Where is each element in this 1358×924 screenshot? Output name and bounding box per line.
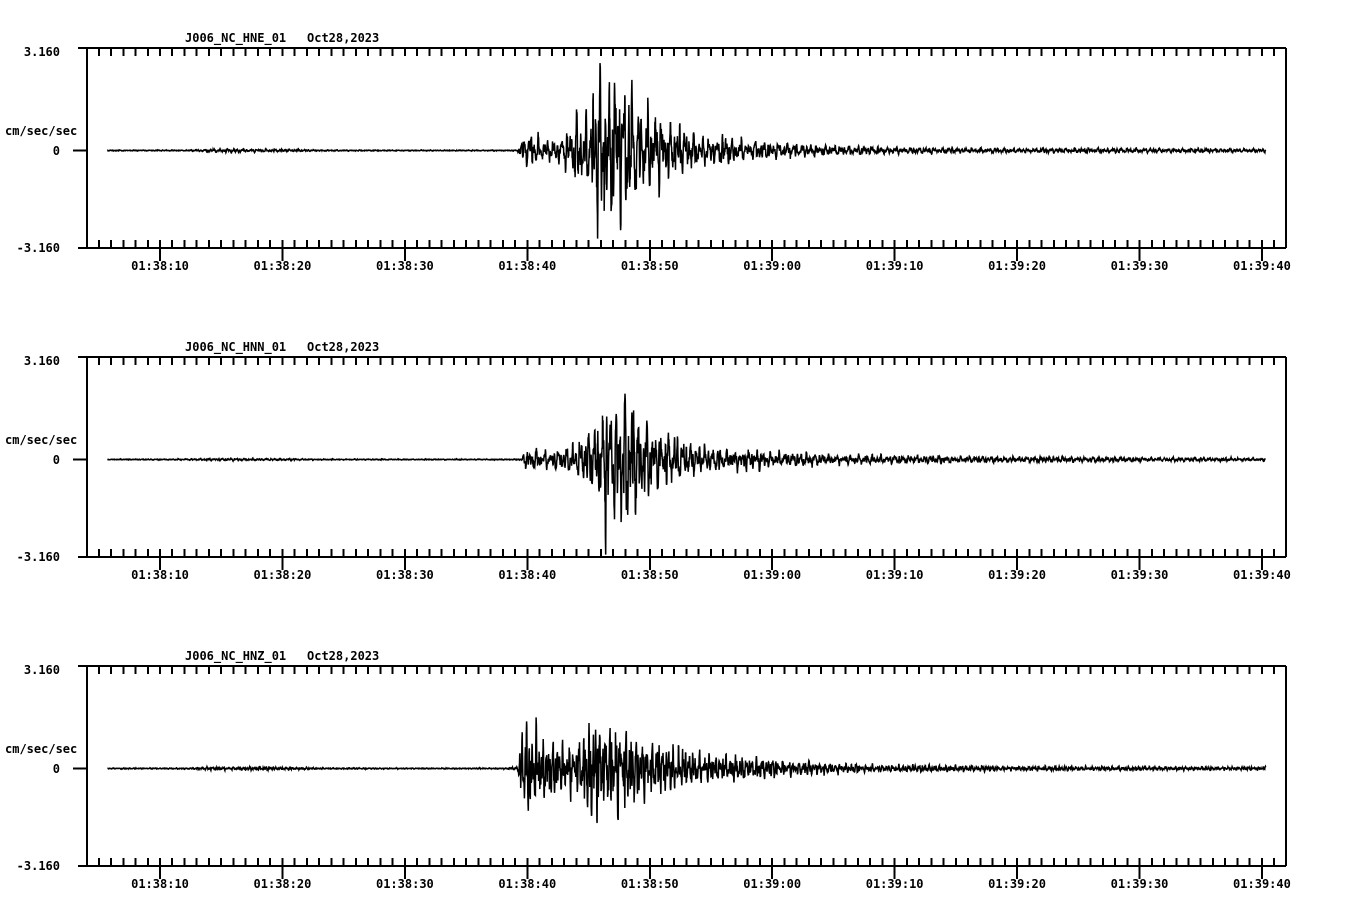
trace-title-station: J006_NC_HNE_01 bbox=[185, 31, 287, 45]
x-axis-tick-label: 01:39:20 bbox=[988, 877, 1046, 891]
x-axis-tick-label: 01:38:20 bbox=[253, 568, 312, 582]
y-axis-min-label: -3.160 bbox=[16, 859, 60, 873]
x-axis-tick-label: 01:39:30 bbox=[1110, 568, 1169, 582]
trace-title-station: J006_NC_HNZ_01 bbox=[185, 649, 287, 663]
x-axis-tick-label: 01:39:30 bbox=[1110, 259, 1169, 273]
x-axis-tick-label: 01:38:10 bbox=[131, 877, 189, 891]
x-axis-tick-label: 01:39:30 bbox=[1110, 877, 1169, 891]
y-axis-max-label: 3.160 bbox=[23, 354, 60, 368]
axis-ticks bbox=[73, 666, 1276, 879]
x-axis-tick-label: 01:39:10 bbox=[865, 877, 924, 891]
axis-frame bbox=[78, 665, 1287, 867]
x-axis-tick-label: 01:39:20 bbox=[988, 568, 1046, 582]
y-axis-max-label: 3.160 bbox=[23, 45, 60, 59]
seismogram-trace-hnn bbox=[107, 393, 1266, 555]
x-axis-tick-label: 01:39:00 bbox=[743, 877, 802, 891]
trace-title-date: Oct28,2023 bbox=[307, 340, 380, 354]
amplitude-units-label: cm/sec/sec bbox=[5, 124, 78, 138]
y-axis-max-label: 3.160 bbox=[23, 663, 60, 677]
x-axis-tick-label: 01:39:10 bbox=[865, 259, 924, 273]
x-axis-tick-label: 01:38:40 bbox=[498, 259, 557, 273]
trace-title-date: Oct28,2023 bbox=[307, 649, 380, 663]
x-axis-tick-label: 01:39:10 bbox=[865, 568, 924, 582]
x-axis-tick-label: 01:39:40 bbox=[1233, 568, 1291, 582]
x-axis-tick-label: 01:38:40 bbox=[498, 877, 557, 891]
x-axis-tick-label: 01:39:00 bbox=[743, 568, 802, 582]
x-axis-tick-label: 01:38:50 bbox=[620, 877, 679, 891]
x-axis-tick-label: 01:39:40 bbox=[1233, 877, 1291, 891]
x-axis-tick-label: 01:38:30 bbox=[375, 568, 434, 582]
trace-title-station: J006_NC_HNN_01 bbox=[185, 340, 287, 354]
x-axis-tick-label: 01:38:20 bbox=[253, 877, 312, 891]
x-axis-tick-label: 01:38:10 bbox=[131, 568, 189, 582]
x-axis-tick-label: 01:38:40 bbox=[498, 568, 557, 582]
seismogram-trace-hne bbox=[106, 63, 1267, 239]
x-axis-tick-label: 01:39:00 bbox=[743, 259, 802, 273]
axis-frame bbox=[78, 356, 1287, 558]
axis-ticks bbox=[73, 357, 1276, 570]
amplitude-units-label: cm/sec/sec bbox=[5, 433, 78, 447]
y-axis-min-label: -3.160 bbox=[16, 550, 60, 564]
x-axis-tick-label: 01:38:30 bbox=[375, 259, 434, 273]
amplitude-units-label: cm/sec/sec bbox=[5, 742, 78, 756]
axis-frame bbox=[78, 47, 1287, 249]
trace-title-date: Oct28,2023 bbox=[307, 31, 380, 45]
x-axis-tick-label: 01:39:20 bbox=[988, 259, 1046, 273]
y-axis-zero-label: 0 bbox=[52, 761, 60, 776]
seismogram-trace-hnz bbox=[107, 717, 1267, 824]
x-axis-tick-label: 01:38:50 bbox=[620, 568, 679, 582]
x-axis-tick-label: 01:38:10 bbox=[131, 259, 189, 273]
y-axis-min-label: -3.160 bbox=[16, 241, 60, 255]
x-axis-tick-label: 01:38:50 bbox=[620, 259, 679, 273]
y-axis-zero-label: 0 bbox=[52, 143, 60, 158]
axis-ticks bbox=[73, 48, 1276, 261]
x-axis-tick-label: 01:39:40 bbox=[1233, 259, 1291, 273]
y-axis-zero-label: 0 bbox=[52, 452, 60, 467]
x-axis-tick-label: 01:38:20 bbox=[253, 259, 312, 273]
x-axis-tick-label: 01:38:30 bbox=[375, 877, 434, 891]
